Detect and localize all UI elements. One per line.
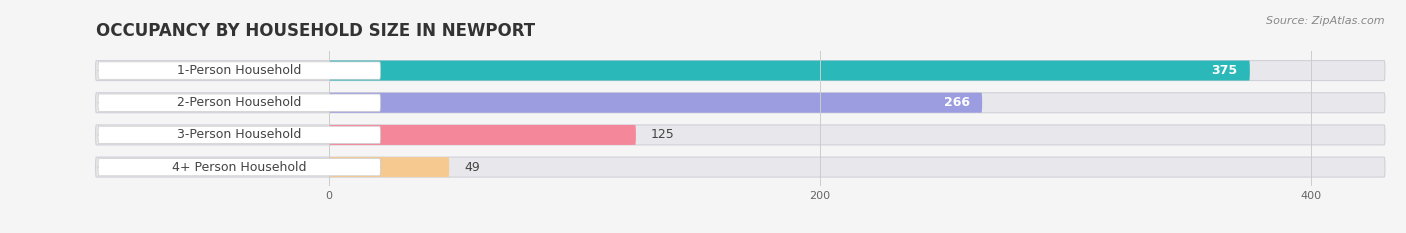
FancyBboxPatch shape [96, 61, 1385, 81]
FancyBboxPatch shape [96, 157, 1385, 177]
Text: 3-Person Household: 3-Person Household [177, 128, 301, 141]
FancyBboxPatch shape [98, 126, 381, 144]
FancyBboxPatch shape [96, 125, 1385, 145]
FancyBboxPatch shape [96, 93, 1385, 113]
Text: 4+ Person Household: 4+ Person Household [172, 161, 307, 174]
Text: 2-Person Household: 2-Person Household [177, 96, 301, 109]
Text: Source: ZipAtlas.com: Source: ZipAtlas.com [1267, 16, 1385, 26]
FancyBboxPatch shape [98, 158, 381, 176]
FancyBboxPatch shape [329, 125, 636, 145]
Text: 49: 49 [464, 161, 479, 174]
FancyBboxPatch shape [329, 61, 1250, 81]
Text: OCCUPANCY BY HOUSEHOLD SIZE IN NEWPORT: OCCUPANCY BY HOUSEHOLD SIZE IN NEWPORT [96, 22, 534, 41]
Text: 1-Person Household: 1-Person Household [177, 64, 301, 77]
Text: 266: 266 [943, 96, 970, 109]
FancyBboxPatch shape [329, 93, 983, 113]
FancyBboxPatch shape [98, 62, 381, 79]
FancyBboxPatch shape [329, 157, 450, 177]
Text: 375: 375 [1212, 64, 1237, 77]
Text: 125: 125 [651, 128, 675, 141]
FancyBboxPatch shape [98, 94, 381, 111]
